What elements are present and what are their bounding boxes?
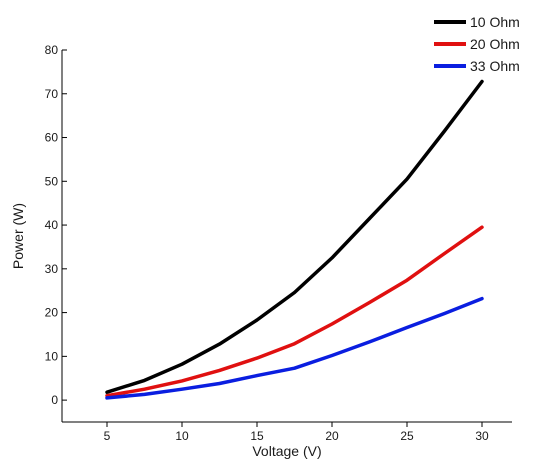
y-tick-label: 30 bbox=[45, 262, 59, 276]
legend: 10 Ohm 20 Ohm 33 Ohm bbox=[434, 14, 520, 74]
x-tick-label: 25 bbox=[400, 429, 414, 443]
x-tick-label: 30 bbox=[475, 429, 489, 443]
x-tick-label: 20 bbox=[325, 429, 339, 443]
y-tick-label: 0 bbox=[51, 393, 58, 407]
series-line-1 bbox=[105, 79, 484, 394]
y-tick-label: 10 bbox=[45, 349, 59, 363]
x-tick-label: 5 bbox=[104, 429, 111, 443]
y-axis-title: Power (W) bbox=[10, 203, 26, 269]
legend-label-2: 20 Ohm bbox=[470, 36, 520, 52]
series-layer bbox=[105, 79, 484, 400]
y-tick-label: 80 bbox=[45, 43, 59, 57]
y-tick-label: 60 bbox=[45, 131, 59, 145]
y-tick-label: 50 bbox=[45, 174, 59, 188]
series-line-3 bbox=[105, 296, 484, 400]
x-tick-label: 15 bbox=[250, 429, 264, 443]
y-tick-label: 70 bbox=[45, 87, 59, 101]
y-tick-label: 20 bbox=[45, 306, 59, 320]
y-tick-label: 40 bbox=[45, 218, 59, 232]
legend-label-1: 10 Ohm bbox=[470, 14, 520, 30]
axes: 5 10 15 20 25 30 0 10 20 30 40 50 60 70 80 bbox=[45, 43, 512, 443]
legend-label-3: 33 Ohm bbox=[470, 58, 520, 74]
series-line-2 bbox=[105, 225, 484, 398]
x-tick-label: 10 bbox=[175, 429, 189, 443]
x-axis-title: Voltage (V) bbox=[252, 443, 321, 459]
